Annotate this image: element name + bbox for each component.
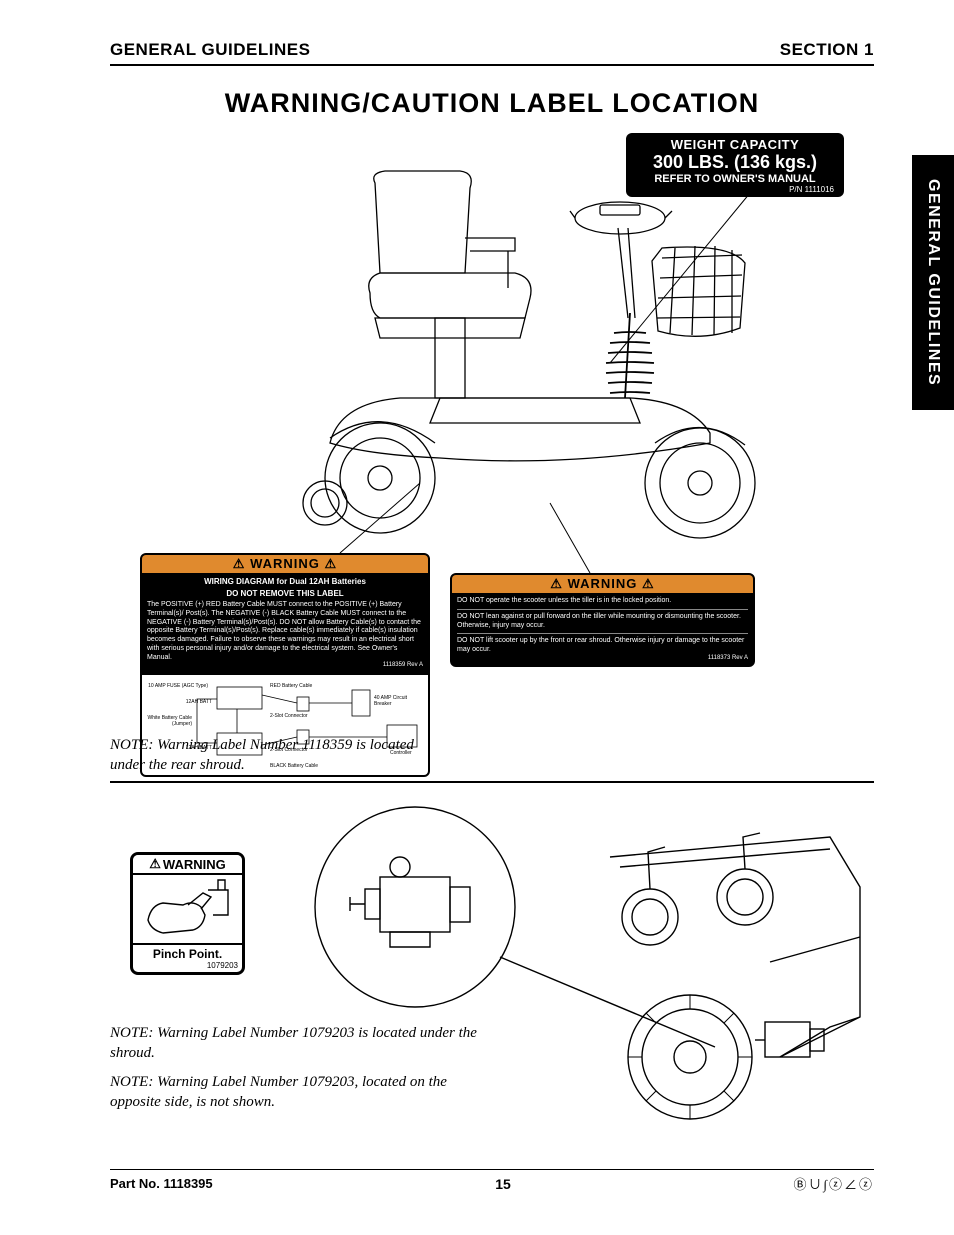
note-1: NOTE: Warning Label Number 1118359 is lo… — [110, 729, 440, 776]
header-right: SECTION 1 — [780, 40, 874, 60]
page-header: GENERAL GUIDELINES SECTION 1 — [110, 40, 874, 66]
weight-line3: REFER TO OWNER'S MANUAL — [632, 173, 838, 185]
page-title: WARNING/CAUTION LABEL LOCATION — [110, 88, 874, 119]
note-2: NOTE: Warning Label Number 1079203 is lo… — [110, 1023, 490, 1064]
warning-header-text: WARNING — [568, 576, 638, 591]
section-side-tab: GENERAL GUIDELINES — [912, 155, 954, 410]
diag-breaker: 40 AMP Circuit Breaker — [374, 695, 424, 707]
diag-red: RED Battery Cable — [270, 683, 312, 689]
warning-sub1: WIRING DIAGRAM for Dual 12AH Batteries — [147, 577, 423, 587]
warning-header: ⚠ WARNING ⚠ — [452, 575, 753, 594]
scooter-illustration — [270, 143, 810, 563]
warning-triangle-icon: ⚠ — [149, 856, 161, 872]
warning-header: ⚠ WARNING ⚠ — [142, 555, 428, 574]
note-3: NOTE: Warning Label Number 1079203, loca… — [110, 1072, 490, 1113]
weight-line1: WEIGHT CAPACITY — [632, 137, 838, 152]
warning-triangle-icon: ⚠ — [233, 556, 246, 572]
diag-batt1: 12AH BATT — [172, 699, 212, 705]
warning-triangle-icon: ⚠ — [642, 576, 655, 592]
warning-sub2: DO NOT REMOVE THIS LABEL — [147, 589, 423, 599]
side-tab-text: GENERAL GUIDELINES — [924, 179, 942, 386]
pinch-illustration — [133, 875, 242, 945]
warning-triangle-icon: ⚠ — [325, 556, 338, 572]
header-left: GENERAL GUIDELINES — [110, 40, 310, 60]
warning-item-2: DO NOT lift scooter up by the front or r… — [457, 637, 748, 655]
warning-pn: 1118373 Rev A — [457, 655, 748, 663]
warning-header-text: WARNING — [250, 556, 320, 571]
diag-fuse: 10 AMP FUSE (AGC Type) — [148, 683, 208, 689]
warning-pn: 1118359 Rev A — [147, 662, 423, 670]
page-footer: Part No. 1118395 15 Ⓑ∪∫ⓩ∠ⓩ — [110, 1169, 874, 1193]
diag-conn1: 2-Slot Connector — [270, 713, 308, 719]
pinch-pn: 1079203 — [133, 961, 242, 972]
figure-1-area: WEIGHT CAPACITY 300 LBS. (136 kgs.) REFE… — [110, 133, 874, 783]
footer-page-number: 15 — [495, 1176, 511, 1192]
diag-white: White Battery Cable (Jumper) — [144, 715, 192, 727]
pinch-point-label: ⚠ WARNING Pinch Point. 1079203 — [130, 852, 245, 975]
warning-triangle-icon: ⚠ — [550, 576, 563, 592]
weight-pn: P/N 1111016 — [632, 185, 838, 194]
pinch-header: ⚠ WARNING — [133, 855, 242, 875]
warning-label-operation: ⚠ WARNING ⚠ DO NOT operate the scooter u… — [450, 573, 755, 667]
figure-2-notes: NOTE: Warning Label Number 1079203 is lo… — [110, 1017, 490, 1120]
footer-part-no: Part No. 1118395 — [110, 1176, 213, 1191]
warning-item-1: DO NOT lean against or pull forward on t… — [457, 613, 748, 631]
warning-body: DO NOT operate the scooter unless the ti… — [452, 594, 753, 665]
warning-item-0: DO NOT operate the scooter unless the ti… — [457, 597, 748, 606]
weight-line2: 300 LBS. (136 kgs.) — [632, 152, 838, 173]
warning-text: The POSITIVE (+) RED Battery Cable MUST … — [147, 601, 423, 662]
figure-2-area: ⚠ WARNING Pinch Point. 1079203 — [110, 797, 874, 1142]
weight-capacity-label: WEIGHT CAPACITY 300 LBS. (136 kgs.) REFE… — [626, 133, 844, 197]
pinch-text: Pinch Point. — [133, 945, 242, 961]
note-1-text: NOTE: Warning Label Number 1118359 is lo… — [110, 735, 440, 776]
footer-logo: Ⓑ∪∫ⓩ∠ⓩ — [793, 1174, 874, 1193]
warning-body: WIRING DIAGRAM for Dual 12AH Batteries D… — [142, 574, 428, 673]
pinch-header-text: WARNING — [163, 857, 226, 872]
